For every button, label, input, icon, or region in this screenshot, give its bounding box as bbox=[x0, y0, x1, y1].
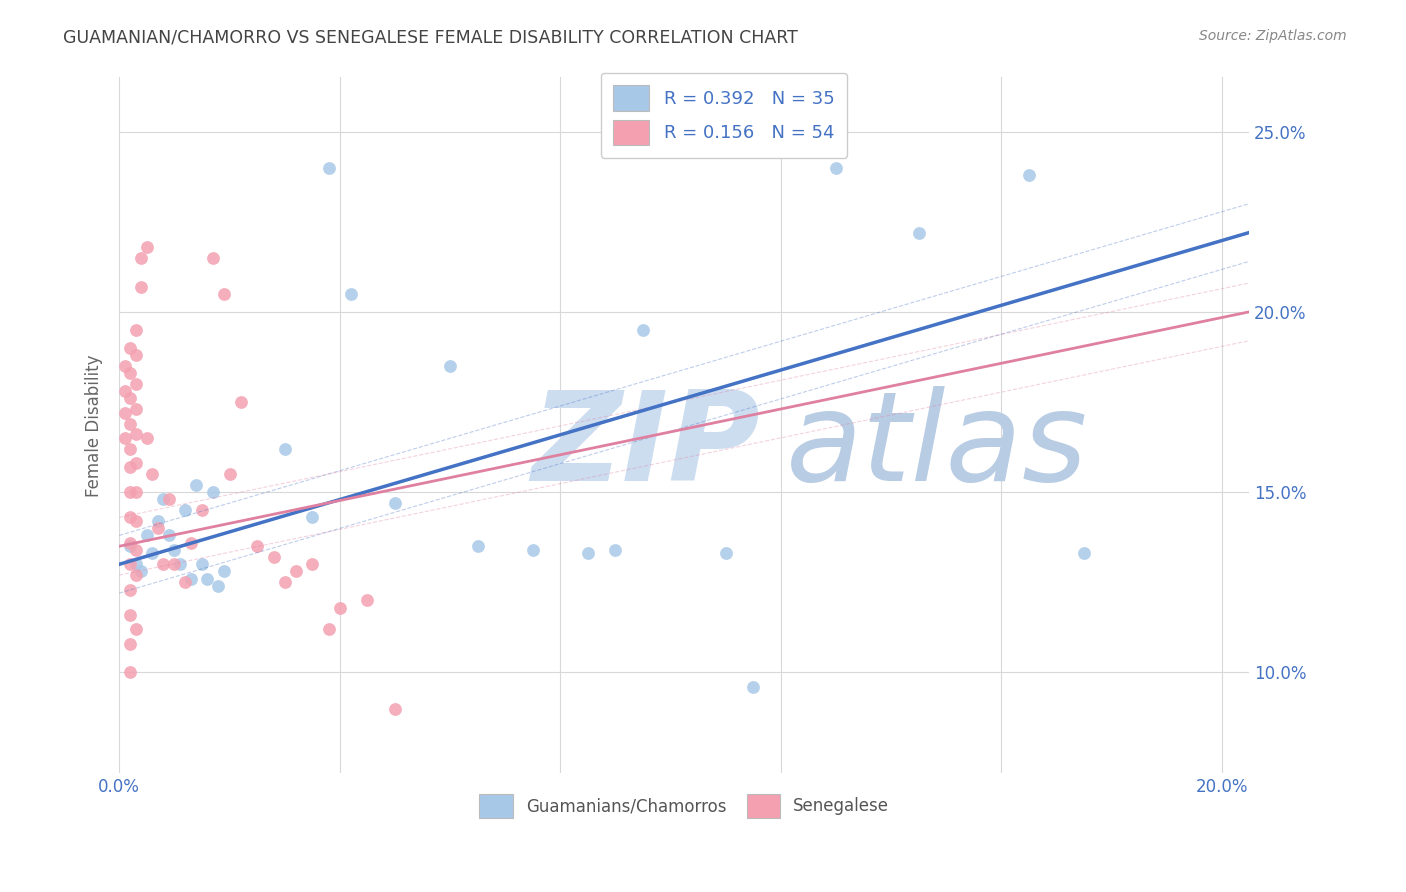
Point bbox=[605, 542, 627, 557]
Point bbox=[125, 485, 148, 500]
Point bbox=[197, 572, 219, 586]
Point bbox=[146, 514, 169, 528]
Point bbox=[284, 565, 307, 579]
Text: Source: ZipAtlas.com: Source: ZipAtlas.com bbox=[1199, 29, 1347, 43]
Point bbox=[212, 286, 235, 301]
Point bbox=[114, 431, 136, 445]
Point bbox=[174, 503, 197, 517]
Point bbox=[201, 251, 224, 265]
Point bbox=[301, 558, 323, 572]
Point bbox=[125, 348, 148, 362]
Point bbox=[125, 514, 148, 528]
Point bbox=[120, 535, 142, 549]
Point bbox=[631, 323, 654, 337]
Point bbox=[229, 395, 252, 409]
Point bbox=[329, 600, 352, 615]
Point bbox=[120, 637, 142, 651]
Point bbox=[114, 384, 136, 399]
Point bbox=[135, 528, 157, 542]
Point bbox=[191, 558, 214, 572]
Point bbox=[120, 366, 142, 380]
Point bbox=[125, 323, 148, 337]
Text: ZIP: ZIP bbox=[531, 386, 761, 507]
Point bbox=[120, 558, 142, 572]
Point bbox=[522, 542, 544, 557]
Point bbox=[131, 251, 153, 265]
Point bbox=[576, 546, 599, 560]
Point bbox=[120, 539, 142, 553]
Point bbox=[157, 492, 180, 507]
Point bbox=[120, 485, 142, 500]
Point bbox=[186, 478, 208, 492]
Point bbox=[1018, 168, 1040, 182]
Point bbox=[318, 161, 340, 175]
Point bbox=[131, 565, 153, 579]
Point bbox=[384, 496, 406, 510]
Point bbox=[212, 565, 235, 579]
Point bbox=[273, 575, 295, 590]
Point bbox=[125, 402, 148, 417]
Point bbox=[301, 510, 323, 524]
Point bbox=[824, 161, 846, 175]
Point bbox=[131, 279, 153, 293]
Point bbox=[174, 575, 197, 590]
Point bbox=[246, 539, 269, 553]
Point bbox=[125, 568, 148, 582]
Point bbox=[125, 542, 148, 557]
Point bbox=[163, 542, 186, 557]
Point bbox=[1073, 546, 1095, 560]
Point bbox=[180, 572, 202, 586]
Point bbox=[135, 240, 157, 254]
Point bbox=[125, 376, 148, 391]
Point bbox=[152, 558, 174, 572]
Text: atlas: atlas bbox=[786, 386, 1088, 507]
Point bbox=[439, 359, 461, 373]
Text: GUAMANIAN/CHAMORRO VS SENEGALESE FEMALE DISABILITY CORRELATION CHART: GUAMANIAN/CHAMORRO VS SENEGALESE FEMALE … bbox=[63, 29, 799, 46]
Point bbox=[120, 510, 142, 524]
Point bbox=[191, 503, 214, 517]
Point bbox=[180, 535, 202, 549]
Point bbox=[163, 558, 186, 572]
Point bbox=[169, 558, 191, 572]
Point bbox=[120, 341, 142, 355]
Point bbox=[120, 665, 142, 680]
Point bbox=[339, 286, 361, 301]
Point bbox=[125, 427, 148, 442]
Point bbox=[120, 417, 142, 431]
Point bbox=[207, 579, 229, 593]
Point bbox=[742, 680, 765, 694]
Point bbox=[218, 467, 240, 482]
Point bbox=[907, 226, 929, 240]
Point bbox=[467, 539, 489, 553]
Point bbox=[125, 622, 148, 636]
Point bbox=[141, 546, 163, 560]
Point bbox=[120, 582, 142, 597]
Point bbox=[318, 622, 340, 636]
Point bbox=[384, 701, 406, 715]
Point bbox=[146, 521, 169, 535]
Point bbox=[273, 442, 295, 456]
Point bbox=[714, 546, 737, 560]
Y-axis label: Female Disability: Female Disability bbox=[86, 354, 103, 497]
Point bbox=[125, 558, 148, 572]
Point bbox=[141, 467, 163, 482]
Point bbox=[120, 607, 142, 622]
Point bbox=[263, 550, 285, 565]
Point bbox=[201, 485, 224, 500]
Point bbox=[157, 528, 180, 542]
Point bbox=[120, 392, 142, 406]
Point bbox=[356, 593, 378, 607]
Point bbox=[114, 359, 136, 373]
Legend: Guamanians/Chamorros, Senegalese: Guamanians/Chamorros, Senegalese bbox=[472, 788, 896, 824]
Point bbox=[120, 459, 142, 474]
Point bbox=[114, 406, 136, 420]
Point bbox=[135, 431, 157, 445]
Point bbox=[120, 442, 142, 456]
Point bbox=[125, 456, 148, 470]
Point bbox=[152, 492, 174, 507]
